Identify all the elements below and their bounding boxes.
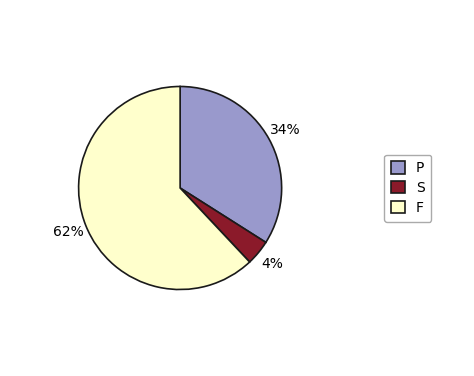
- Text: 62%: 62%: [54, 225, 84, 239]
- Text: 4%: 4%: [262, 257, 283, 271]
- Wedge shape: [180, 188, 266, 262]
- Wedge shape: [180, 86, 282, 243]
- Legend: P, S, F: P, S, F: [384, 155, 431, 221]
- Wedge shape: [79, 86, 250, 290]
- Text: 34%: 34%: [270, 123, 301, 137]
